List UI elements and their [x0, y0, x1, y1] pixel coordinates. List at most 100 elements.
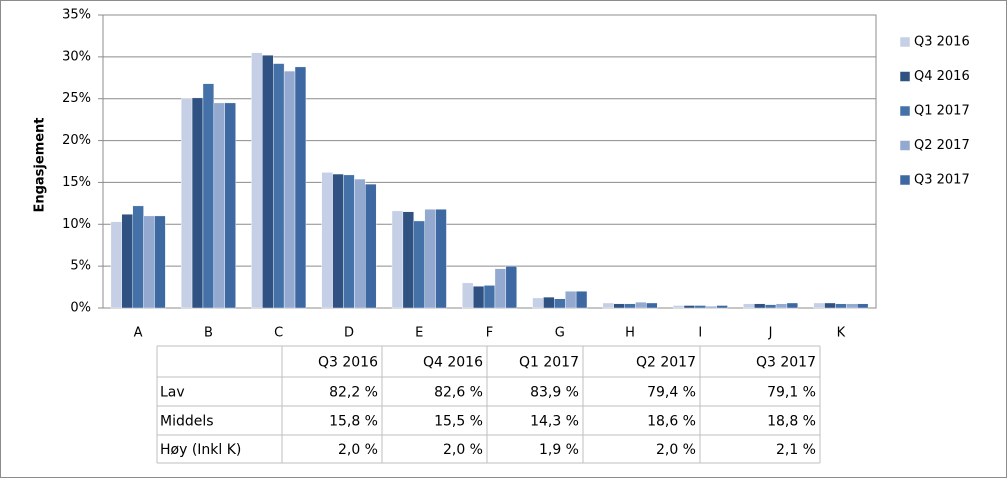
x-tick-label: C — [274, 326, 283, 341]
table-cell: 2,0 % — [338, 442, 378, 458]
y-tick-label: 5% — [70, 259, 91, 274]
y-tick-label: 10% — [62, 217, 91, 232]
bar — [846, 303, 858, 309]
bar — [554, 298, 566, 309]
bar — [283, 70, 296, 309]
bar — [213, 102, 225, 309]
y-tick-label: 25% — [62, 91, 91, 106]
bar — [321, 172, 333, 309]
table-header: Q1 2017 — [519, 355, 579, 371]
bar — [191, 97, 204, 309]
bar — [143, 215, 155, 309]
bar — [110, 221, 122, 309]
bar — [294, 66, 307, 309]
bar — [251, 52, 263, 309]
bar — [543, 296, 555, 309]
bar — [391, 210, 404, 309]
bar — [857, 303, 869, 309]
legend-swatch — [899, 174, 911, 186]
bar — [613, 303, 625, 309]
x-tick-label: F — [486, 326, 493, 341]
x-tick-label: A — [134, 326, 143, 341]
bar — [424, 209, 436, 309]
bar — [132, 205, 144, 309]
bar — [824, 302, 836, 309]
bar — [683, 305, 696, 309]
bar — [813, 302, 825, 309]
bar — [262, 54, 274, 309]
bar — [494, 268, 507, 309]
y-tick-label: 15% — [62, 175, 91, 190]
x-tick-label: D — [344, 326, 354, 341]
bar — [180, 98, 193, 309]
bar — [705, 306, 717, 309]
bar — [462, 282, 474, 309]
legend-label: Q4 2016 — [914, 69, 970, 84]
table-row-label: Middels — [160, 414, 214, 430]
legend-label: Q1 2017 — [914, 104, 970, 119]
table-cell: 82,6 % — [434, 385, 483, 401]
bar — [273, 63, 285, 309]
bar — [354, 178, 366, 309]
bar — [786, 302, 799, 309]
legend-label: Q3 2016 — [914, 35, 970, 50]
table-header: Q3 2017 — [756, 355, 816, 371]
legend-swatch — [899, 140, 911, 151]
data-table: Q3 2016 Q4 2016 Q1 2017 Q2 2017 Q3 2017 Lav 82… — [156, 345, 821, 464]
legend-label: Q3 2017 — [914, 173, 970, 188]
bar — [624, 303, 636, 309]
bar — [413, 220, 425, 309]
table-cell: 15,5 % — [434, 414, 483, 430]
bar — [672, 305, 685, 309]
bar — [483, 285, 496, 309]
table-header: Q3 2016 — [318, 355, 378, 371]
legend-label: Q2 2017 — [914, 138, 970, 153]
y-axis-label: Engasjement — [33, 117, 48, 212]
bar — [332, 173, 344, 309]
bar — [472, 286, 485, 309]
bar — [224, 102, 236, 309]
table-cell: 2,1 % — [776, 442, 816, 458]
x-tick-label: E — [415, 326, 423, 341]
table-header: Q2 2017 — [636, 355, 696, 371]
bar — [754, 303, 766, 309]
table-cell: 18,8 % — [767, 414, 816, 430]
bar — [343, 174, 355, 309]
table-cell: 79,4 % — [647, 385, 696, 401]
bar — [694, 305, 706, 309]
bar — [402, 211, 414, 309]
x-tick-label: G — [555, 326, 565, 341]
table-cell: 14,3 % — [530, 414, 579, 430]
bar — [565, 291, 577, 309]
table-cell: 18,6 % — [647, 414, 696, 430]
bar — [716, 305, 728, 309]
table-header: Q4 2016 — [423, 355, 483, 371]
legend-swatch — [899, 105, 911, 117]
table-cell: 79,1 % — [767, 385, 816, 401]
bar — [775, 303, 788, 309]
x-tick-label: K — [837, 326, 846, 341]
y-tick-label: 0% — [70, 301, 91, 316]
bar — [764, 304, 777, 309]
table-cell: 82,2 % — [329, 385, 378, 401]
bar — [121, 214, 133, 309]
table-cell: 15,8 % — [329, 414, 378, 430]
x-tick-label: H — [625, 326, 635, 341]
bar — [646, 302, 658, 309]
bar — [435, 209, 447, 309]
legend-swatch — [899, 36, 911, 48]
bar — [154, 215, 166, 309]
y-tick-label: 35% — [62, 8, 91, 23]
x-tick-label: B — [204, 326, 213, 341]
table-cell: 2,0 % — [656, 442, 696, 458]
bar — [635, 301, 647, 309]
bar — [532, 297, 544, 309]
legend-swatch — [899, 71, 911, 82]
table-row-label: Lav — [160, 385, 185, 401]
x-tick-label: I — [698, 326, 702, 341]
bar — [365, 183, 377, 309]
y-tick-label: 20% — [62, 133, 91, 148]
table-row-label: Høy (Inkl K) — [160, 442, 241, 458]
bar — [743, 303, 755, 309]
